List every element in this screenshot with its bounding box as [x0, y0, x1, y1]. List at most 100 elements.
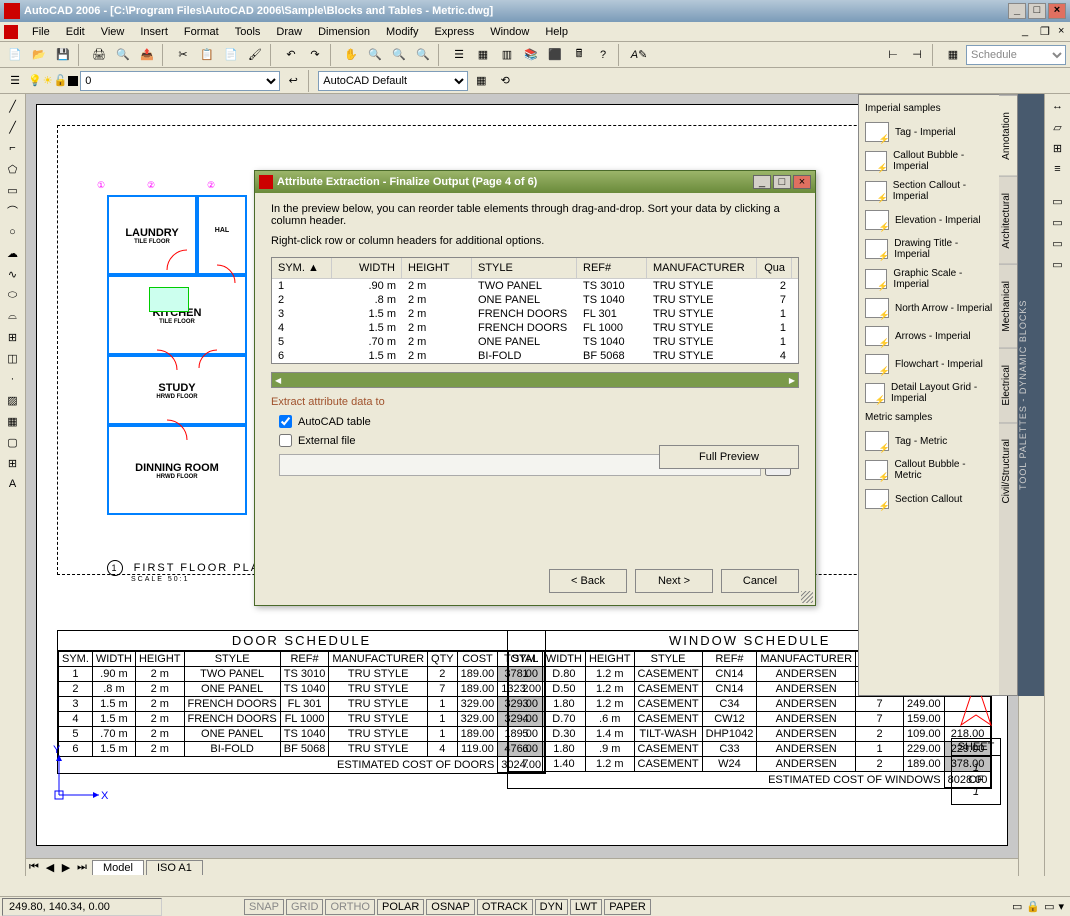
zoom-rt-btn[interactable]: 🔍	[364, 44, 386, 66]
palette-handle[interactable]: TOOL PALETTES - DYNAMIC BLOCKS	[1018, 94, 1044, 696]
doc-minimize-btn[interactable]: _	[1014, 23, 1030, 40]
dlg-col-3[interactable]: STYLE	[472, 258, 577, 278]
plot-btn[interactable]: 🖨	[88, 44, 110, 66]
menu-view[interactable]: View	[93, 24, 133, 40]
palette-item[interactable]: North Arrow - Imperial	[863, 294, 995, 322]
cancel-btn[interactable]: Cancel	[721, 569, 799, 593]
revcloud-tool[interactable]: ☁	[2, 243, 24, 263]
save-btn[interactable]: 💾	[52, 44, 74, 66]
redo-btn[interactable]: ↷	[304, 44, 326, 66]
toggle-polar[interactable]: POLAR	[377, 899, 424, 915]
dlg-col-6[interactable]: Qua	[757, 258, 792, 278]
dlg-min-btn[interactable]: _	[753, 175, 771, 189]
dlg-row[interactable]: 61.5 m2 mBI-FOLDBF 5068TRU STYLE4	[272, 349, 798, 363]
toolpalettes-btn[interactable]: ▥	[496, 44, 518, 66]
dlg-max-btn[interactable]: □	[773, 175, 791, 189]
palette-item[interactable]: Detail Layout Grid - Imperial	[863, 378, 995, 408]
dialog-resize-grip[interactable]	[801, 591, 813, 603]
palette-item[interactable]: Callout Bubble - Imperial	[863, 146, 995, 176]
chk-external-file[interactable]	[279, 434, 292, 447]
doc-restore-btn[interactable]: ❐	[1032, 23, 1048, 40]
next-btn[interactable]: Next >	[635, 569, 713, 593]
win2[interactable]: ▭	[1047, 212, 1069, 232]
palette-item[interactable]: Callout Bubble - Metric	[863, 455, 995, 485]
palette-item[interactable]: Tag - Imperial	[863, 118, 995, 146]
vtab-architectural[interactable]: Architectural	[999, 176, 1017, 265]
full-preview-btn[interactable]: Full Preview	[659, 445, 799, 469]
open-btn[interactable]: 📂	[28, 44, 50, 66]
layer-prev-btn[interactable]: ↩	[282, 70, 304, 92]
dim2-btn[interactable]: ⊣	[906, 44, 928, 66]
layer-combo[interactable]: 0	[80, 71, 280, 91]
block-tool[interactable]: ◫	[2, 348, 24, 368]
help-btn[interactable]: ?	[592, 44, 614, 66]
chk-autocad-table[interactable]	[279, 415, 292, 428]
close-btn[interactable]: ×	[1048, 3, 1066, 19]
style-combo[interactable]: AutoCAD Default	[318, 71, 468, 91]
status-icon-3[interactable]: ▭	[1044, 900, 1054, 913]
palette-item[interactable]: Section Callout - Imperial	[863, 176, 995, 206]
status-icon-2[interactable]: 🔒	[1026, 900, 1040, 913]
polygon-tool[interactable]: ⬠	[2, 159, 24, 179]
tab-next[interactable]: ▶	[58, 861, 74, 874]
dlg-col-5[interactable]: MANUFACTURER	[647, 258, 757, 278]
win1[interactable]: ▭	[1047, 191, 1069, 211]
textstyle-btn[interactable]: A✎	[628, 44, 650, 66]
toggle-dyn[interactable]: DYN	[535, 899, 568, 915]
palette-item[interactable]: Graphic Scale - Imperial	[863, 264, 995, 294]
palette-item[interactable]: Section Callout	[863, 485, 995, 513]
circle-tool[interactable]: ○	[2, 222, 24, 242]
toggle-otrack[interactable]: OTRACK	[477, 899, 533, 915]
dlg-col-1[interactable]: WIDTH	[332, 258, 402, 278]
tab-last[interactable]: ⏭	[74, 861, 90, 874]
doc-close-btn[interactable]: ×	[1050, 23, 1066, 40]
area-tool[interactable]: ▱	[1047, 117, 1069, 137]
insert-tool[interactable]: ⊞	[2, 327, 24, 347]
status-icon-1[interactable]: ▭	[1012, 900, 1022, 913]
tab-iso[interactable]: ISO A1	[146, 860, 203, 875]
maximize-btn[interactable]: □	[1028, 3, 1046, 19]
new-btn[interactable]: 📄	[4, 44, 26, 66]
dimupdate-btn[interactable]: ⟲	[494, 70, 516, 92]
dim-btn[interactable]: ⊢	[882, 44, 904, 66]
table-tool[interactable]: ⊞	[2, 453, 24, 473]
menu-draw[interactable]: Draw	[268, 24, 310, 40]
dlg-row[interactable]: 41.5 m2 mFRENCH DOORSFL 1000TRU STYLE1	[272, 321, 798, 335]
schedule-combo[interactable]: Schedule	[966, 45, 1066, 65]
massprop-tool[interactable]: ⊞	[1047, 138, 1069, 158]
vtab-mechanical[interactable]: Mechanical	[999, 264, 1017, 348]
status-icon-4[interactable]: ▾	[1058, 900, 1064, 913]
menu-help[interactable]: Help	[537, 24, 576, 40]
pan-btn[interactable]: ✋	[340, 44, 362, 66]
point-tool[interactable]: ·	[2, 369, 24, 389]
toggle-snap[interactable]: SNAP	[244, 899, 284, 915]
gradient-tool[interactable]: ▦	[2, 411, 24, 431]
xline-tool[interactable]: ╱	[2, 117, 24, 137]
publish-btn[interactable]: 📤	[136, 44, 158, 66]
hatch-tool[interactable]: ▨	[2, 390, 24, 410]
tab-prev[interactable]: ◀	[42, 861, 58, 874]
dlg-col-2[interactable]: HEIGHT	[402, 258, 472, 278]
vtab-electrical[interactable]: Electrical	[999, 348, 1017, 422]
properties-btn[interactable]: ☰	[448, 44, 470, 66]
palette-item[interactable]: Tag - Metric	[863, 427, 995, 455]
region-tool[interactable]: ▢	[2, 432, 24, 452]
tab-model[interactable]: Model	[92, 860, 144, 875]
dlg-row[interactable]: 1.90 m2 mTWO PANELTS 3010TRU STYLE2	[272, 279, 798, 293]
win4[interactable]: ▭	[1047, 254, 1069, 274]
zoom-prev-btn[interactable]: 🔍	[412, 44, 434, 66]
menu-insert[interactable]: Insert	[132, 24, 176, 40]
dlg-col-0[interactable]: SYM. ▲	[272, 258, 332, 278]
calc-btn[interactable]: 🖩	[568, 44, 590, 66]
dlg-close-btn[interactable]: ×	[793, 175, 811, 189]
text-tool[interactable]: A	[2, 474, 24, 494]
dlg-row[interactable]: 31.5 m2 mFRENCH DOORSFL 301TRU STYLE1	[272, 307, 798, 321]
copy-btn[interactable]: 📋	[196, 44, 218, 66]
line-tool[interactable]: ╱	[2, 96, 24, 116]
matchprop-btn[interactable]: 🖌	[244, 44, 266, 66]
palette-item[interactable]: Elevation - Imperial	[863, 206, 995, 234]
menu-format[interactable]: Format	[176, 24, 227, 40]
menu-window[interactable]: Window	[482, 24, 537, 40]
paste-btn[interactable]: 📄	[220, 44, 242, 66]
menu-tools[interactable]: Tools	[227, 24, 269, 40]
